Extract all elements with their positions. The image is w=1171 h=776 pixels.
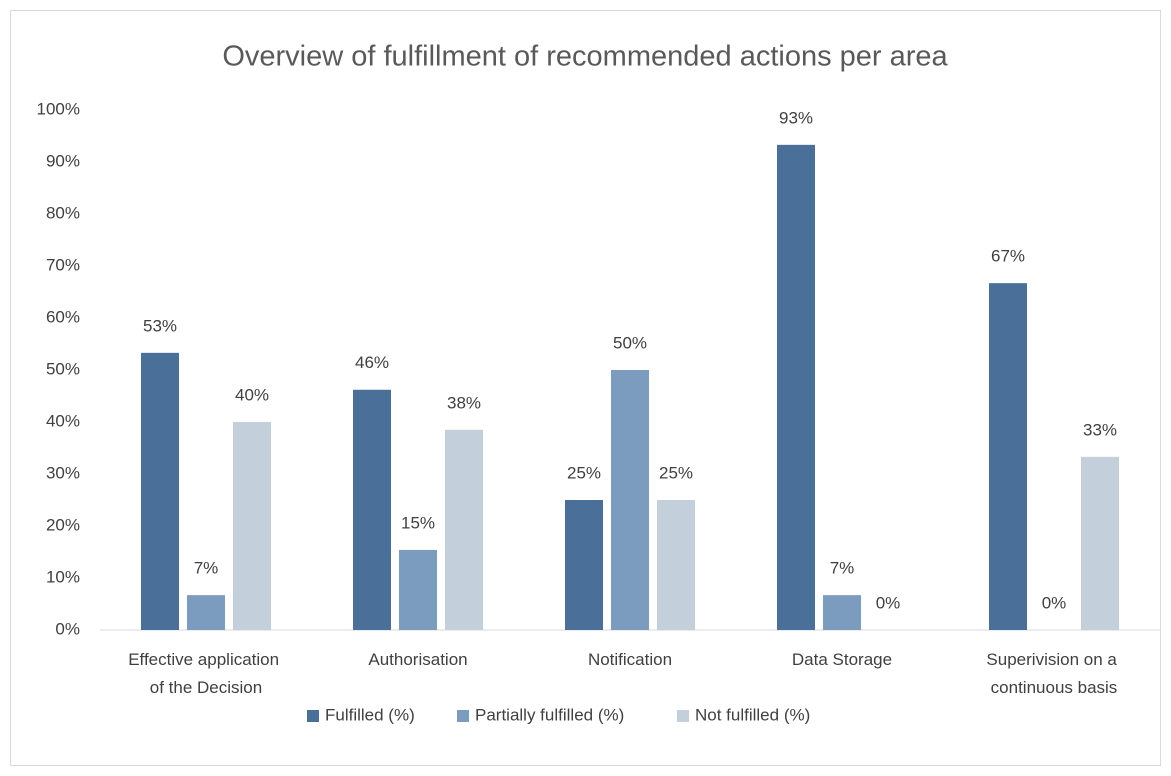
bar: [141, 352, 179, 630]
x-tick-label: Data Storage: [792, 650, 892, 669]
legend-label: Not fulfilled (%): [695, 705, 810, 724]
data-label: 46%: [355, 353, 389, 372]
data-label: 53%: [143, 316, 177, 335]
bar: [777, 144, 815, 630]
y-tick-label: 70%: [46, 255, 80, 274]
bar: [565, 500, 603, 630]
data-label: 15%: [401, 513, 435, 532]
data-label: 50%: [613, 333, 647, 352]
data-label: 40%: [235, 385, 269, 404]
y-tick-label: 90%: [46, 151, 80, 170]
bar: [187, 595, 225, 630]
legend-swatch: [307, 710, 319, 722]
x-tick-label: Effective application of the Decision: [128, 650, 284, 697]
data-label: 0%: [1042, 593, 1067, 612]
data-label: 67%: [991, 247, 1025, 266]
y-tick-label: 10%: [46, 567, 80, 586]
chart-title: Overview of fulfillment of recommended a…: [222, 41, 948, 73]
y-tick-label: 50%: [46, 359, 80, 378]
y-tick-label: 30%: [46, 463, 80, 482]
bar: [611, 370, 649, 630]
y-tick-label: 80%: [46, 203, 80, 222]
x-tick-label: Authorisation: [368, 650, 467, 669]
legend-swatch: [677, 710, 689, 722]
y-tick-label: 20%: [46, 515, 80, 534]
data-label: 7%: [830, 559, 855, 578]
bar: [353, 389, 391, 630]
bar: [445, 429, 483, 630]
data-label: 25%: [567, 463, 601, 482]
x-tick-label: Superivision on a continuous basis: [986, 650, 1121, 697]
y-tick-label: 0%: [55, 619, 80, 638]
data-label: 0%: [876, 593, 901, 612]
y-tick-label: 60%: [46, 307, 80, 326]
bar: [989, 283, 1027, 630]
legend-label: Partially fulfilled (%): [475, 705, 624, 724]
bar: [1081, 456, 1119, 630]
data-label: 93%: [779, 108, 813, 127]
x-tick-label: Notification: [588, 650, 672, 669]
legend-label: Fulfilled (%): [325, 705, 415, 724]
data-label: 25%: [659, 463, 693, 482]
y-tick-label: 100%: [37, 99, 80, 118]
bar: [657, 500, 695, 630]
bar: [399, 549, 437, 630]
bar: [233, 422, 271, 630]
data-label: 33%: [1083, 420, 1117, 439]
bar: [823, 595, 861, 630]
data-label: 38%: [447, 393, 481, 412]
data-label: 7%: [194, 559, 219, 578]
chart-frame: [10, 10, 1161, 766]
y-tick-label: 40%: [46, 411, 80, 430]
legend-swatch: [457, 710, 469, 722]
